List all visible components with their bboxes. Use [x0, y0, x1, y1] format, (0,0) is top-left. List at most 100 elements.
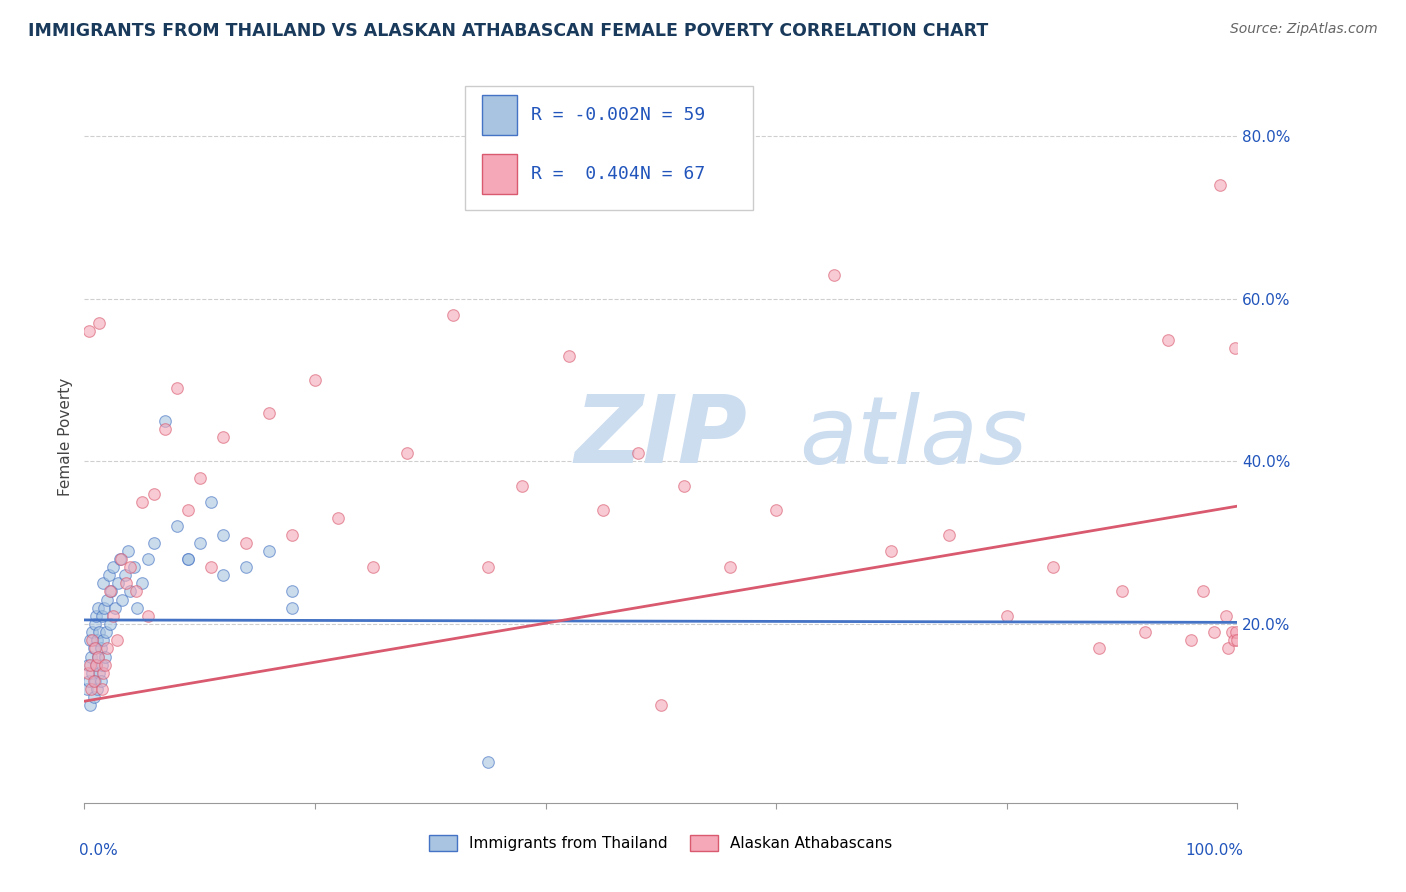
- Point: [80, 681, 103, 696]
- Point: [122, 560, 145, 574]
- Point: [83, 617, 105, 632]
- Point: [557, 349, 579, 363]
- Text: IMMIGRANTS FROM THAILAND VS ALASKAN ATHABASCAN FEMALE POVERTY CORRELATION CHART: IMMIGRANTS FROM THAILAND VS ALASKAN ATHA…: [28, 22, 988, 40]
- Point: [105, 633, 128, 648]
- Point: [718, 560, 741, 574]
- Point: [76, 665, 98, 680]
- Point: [177, 552, 200, 566]
- Point: [91, 665, 114, 680]
- Point: [100, 584, 122, 599]
- Point: [79, 657, 101, 672]
- Point: [79, 698, 101, 713]
- Text: R =  0.404: R = 0.404: [530, 165, 640, 183]
- Point: [304, 373, 326, 387]
- Point: [104, 600, 127, 615]
- Point: [765, 503, 787, 517]
- Point: [76, 681, 98, 696]
- Point: [89, 673, 111, 688]
- Point: [1204, 625, 1226, 640]
- Point: [823, 268, 845, 282]
- Legend: Immigrants from Thailand, Alaskan Athabascans: Immigrants from Thailand, Alaskan Athaba…: [423, 830, 898, 857]
- Point: [441, 308, 464, 322]
- Point: [166, 519, 188, 533]
- Point: [235, 560, 257, 574]
- Point: [281, 584, 304, 599]
- Point: [77, 673, 100, 688]
- Point: [1133, 625, 1156, 640]
- Point: [83, 641, 105, 656]
- Point: [125, 584, 148, 599]
- Point: [1042, 560, 1064, 574]
- Text: N = 59: N = 59: [640, 106, 706, 124]
- Text: R = -0.002: R = -0.002: [530, 106, 640, 124]
- Point: [120, 584, 142, 599]
- Point: [90, 657, 112, 672]
- Point: [87, 649, 110, 664]
- Point: [477, 755, 499, 769]
- Point: [96, 625, 118, 640]
- Point: [166, 381, 188, 395]
- Text: N = 67: N = 67: [640, 165, 706, 183]
- Text: 100.0%: 100.0%: [1185, 843, 1243, 858]
- Point: [76, 657, 98, 672]
- Point: [82, 665, 104, 680]
- Point: [396, 446, 419, 460]
- Point: [211, 527, 233, 541]
- Point: [82, 633, 104, 648]
- Point: [80, 649, 103, 664]
- Point: [281, 600, 304, 615]
- FancyBboxPatch shape: [482, 153, 517, 194]
- Point: [1209, 178, 1232, 193]
- Point: [89, 665, 111, 680]
- Point: [650, 698, 672, 713]
- Point: [84, 608, 107, 623]
- Point: [211, 568, 233, 582]
- Point: [200, 495, 222, 509]
- Point: [98, 584, 121, 599]
- Point: [627, 446, 650, 460]
- Point: [89, 625, 111, 640]
- Point: [1191, 584, 1213, 599]
- Point: [97, 568, 120, 582]
- Point: [136, 552, 159, 566]
- Text: 0.0%: 0.0%: [79, 843, 117, 858]
- Point: [281, 527, 304, 541]
- Point: [131, 495, 153, 509]
- Point: [880, 544, 903, 558]
- Point: [90, 681, 112, 696]
- Point: [153, 422, 176, 436]
- Point: [142, 535, 165, 549]
- Point: [83, 690, 105, 705]
- Point: [361, 560, 384, 574]
- Point: [120, 560, 142, 574]
- Point: [938, 527, 960, 541]
- Point: [77, 325, 100, 339]
- Point: [1088, 641, 1111, 656]
- Point: [188, 535, 211, 549]
- Point: [84, 657, 107, 672]
- Text: atlas: atlas: [799, 392, 1028, 483]
- Point: [235, 535, 257, 549]
- Point: [188, 471, 211, 485]
- Point: [1215, 608, 1237, 623]
- Point: [117, 544, 139, 558]
- Point: [82, 625, 104, 640]
- Point: [127, 600, 149, 615]
- Y-axis label: Female Poverty: Female Poverty: [58, 378, 73, 496]
- Point: [96, 592, 118, 607]
- Point: [1220, 625, 1243, 640]
- Point: [211, 430, 233, 444]
- Point: [114, 568, 136, 582]
- Point: [94, 657, 117, 672]
- Point: [177, 503, 200, 517]
- Point: [90, 608, 112, 623]
- Point: [131, 576, 153, 591]
- Point: [257, 544, 280, 558]
- Point: [94, 649, 117, 664]
- Text: ZIP: ZIP: [575, 391, 747, 483]
- Point: [107, 576, 129, 591]
- Point: [257, 406, 280, 420]
- Point: [1111, 584, 1133, 599]
- Point: [136, 608, 159, 623]
- Point: [1223, 633, 1246, 648]
